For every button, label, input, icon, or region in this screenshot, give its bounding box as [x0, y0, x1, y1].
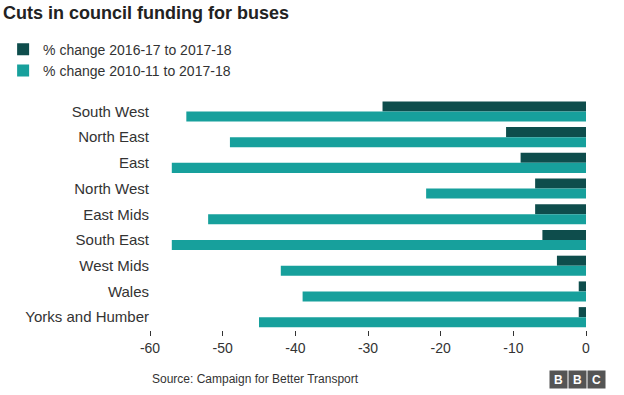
svg-text:South East: South East: [76, 231, 150, 248]
svg-text:-60: -60: [140, 340, 160, 356]
svg-text:Source: Campaign for Better Tr: Source: Campaign for Better Transport: [152, 372, 359, 386]
svg-text:South West: South West: [72, 103, 150, 120]
svg-text:-10: -10: [503, 340, 523, 356]
svg-text:B: B: [573, 373, 582, 387]
svg-text:% change 2010-11 to 2017-18: % change 2010-11 to 2017-18: [43, 63, 231, 79]
svg-text:Wales: Wales: [108, 283, 149, 300]
svg-text:0: 0: [582, 340, 590, 356]
svg-text:North East: North East: [78, 128, 150, 145]
svg-text:East: East: [119, 154, 150, 171]
svg-text:Yorks and Humber: Yorks and Humber: [25, 308, 149, 325]
svg-text:C: C: [592, 373, 601, 387]
svg-text:East Mids: East Mids: [83, 206, 149, 223]
svg-text:Cuts in council funding for bu: Cuts in council funding for buses: [3, 3, 289, 23]
svg-text:North West: North West: [74, 180, 150, 197]
svg-text:B: B: [554, 373, 563, 387]
svg-text:-20: -20: [431, 340, 451, 356]
svg-text:-40: -40: [285, 340, 305, 356]
svg-text:-50: -50: [213, 340, 233, 356]
svg-text:% change 2016-17 to 2017-18: % change 2016-17 to 2017-18: [43, 42, 232, 58]
svg-text:-30: -30: [358, 340, 378, 356]
svg-text:West Mids: West Mids: [79, 257, 149, 274]
